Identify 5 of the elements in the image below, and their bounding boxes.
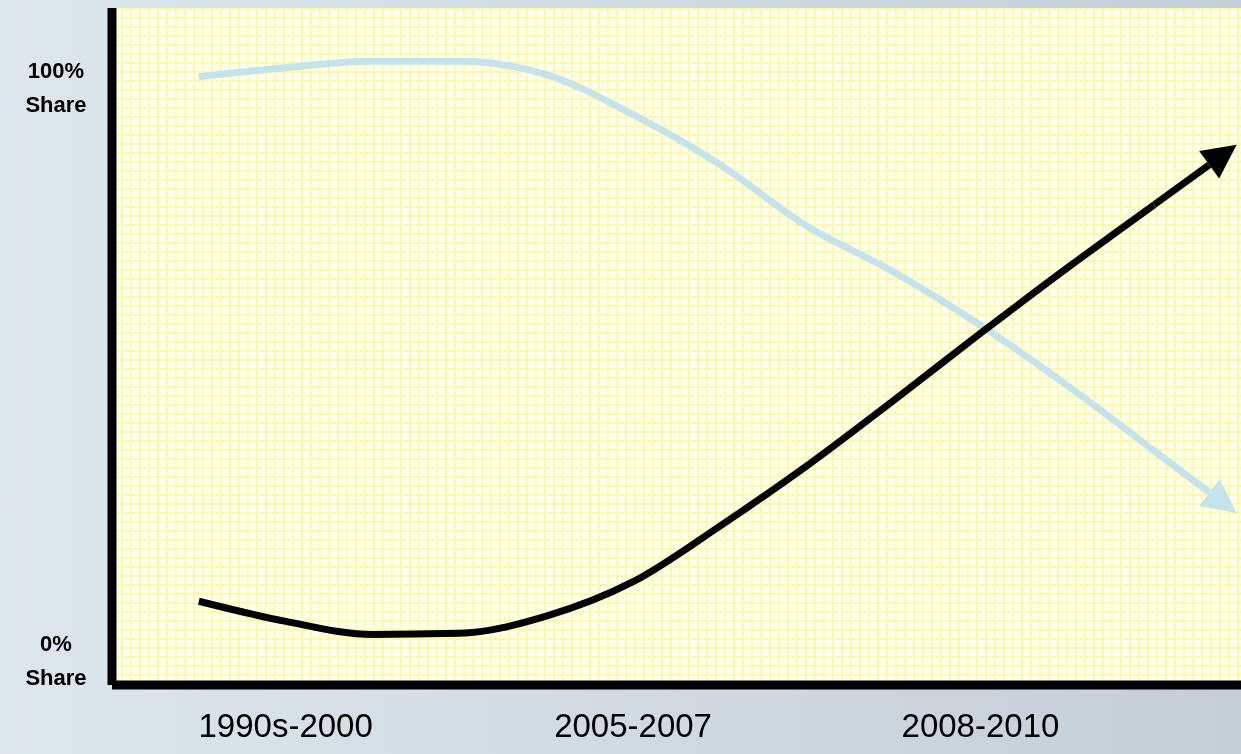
x-tick-label: 1990s-2000 <box>198 707 373 744</box>
y-tick-label: 0% Share <box>25 631 87 691</box>
x-tick-label: 2008-2010 <box>901 707 1060 744</box>
y-tick-label: 100% Share <box>25 57 87 117</box>
x-tick-label: 2005-2007 <box>554 707 712 744</box>
